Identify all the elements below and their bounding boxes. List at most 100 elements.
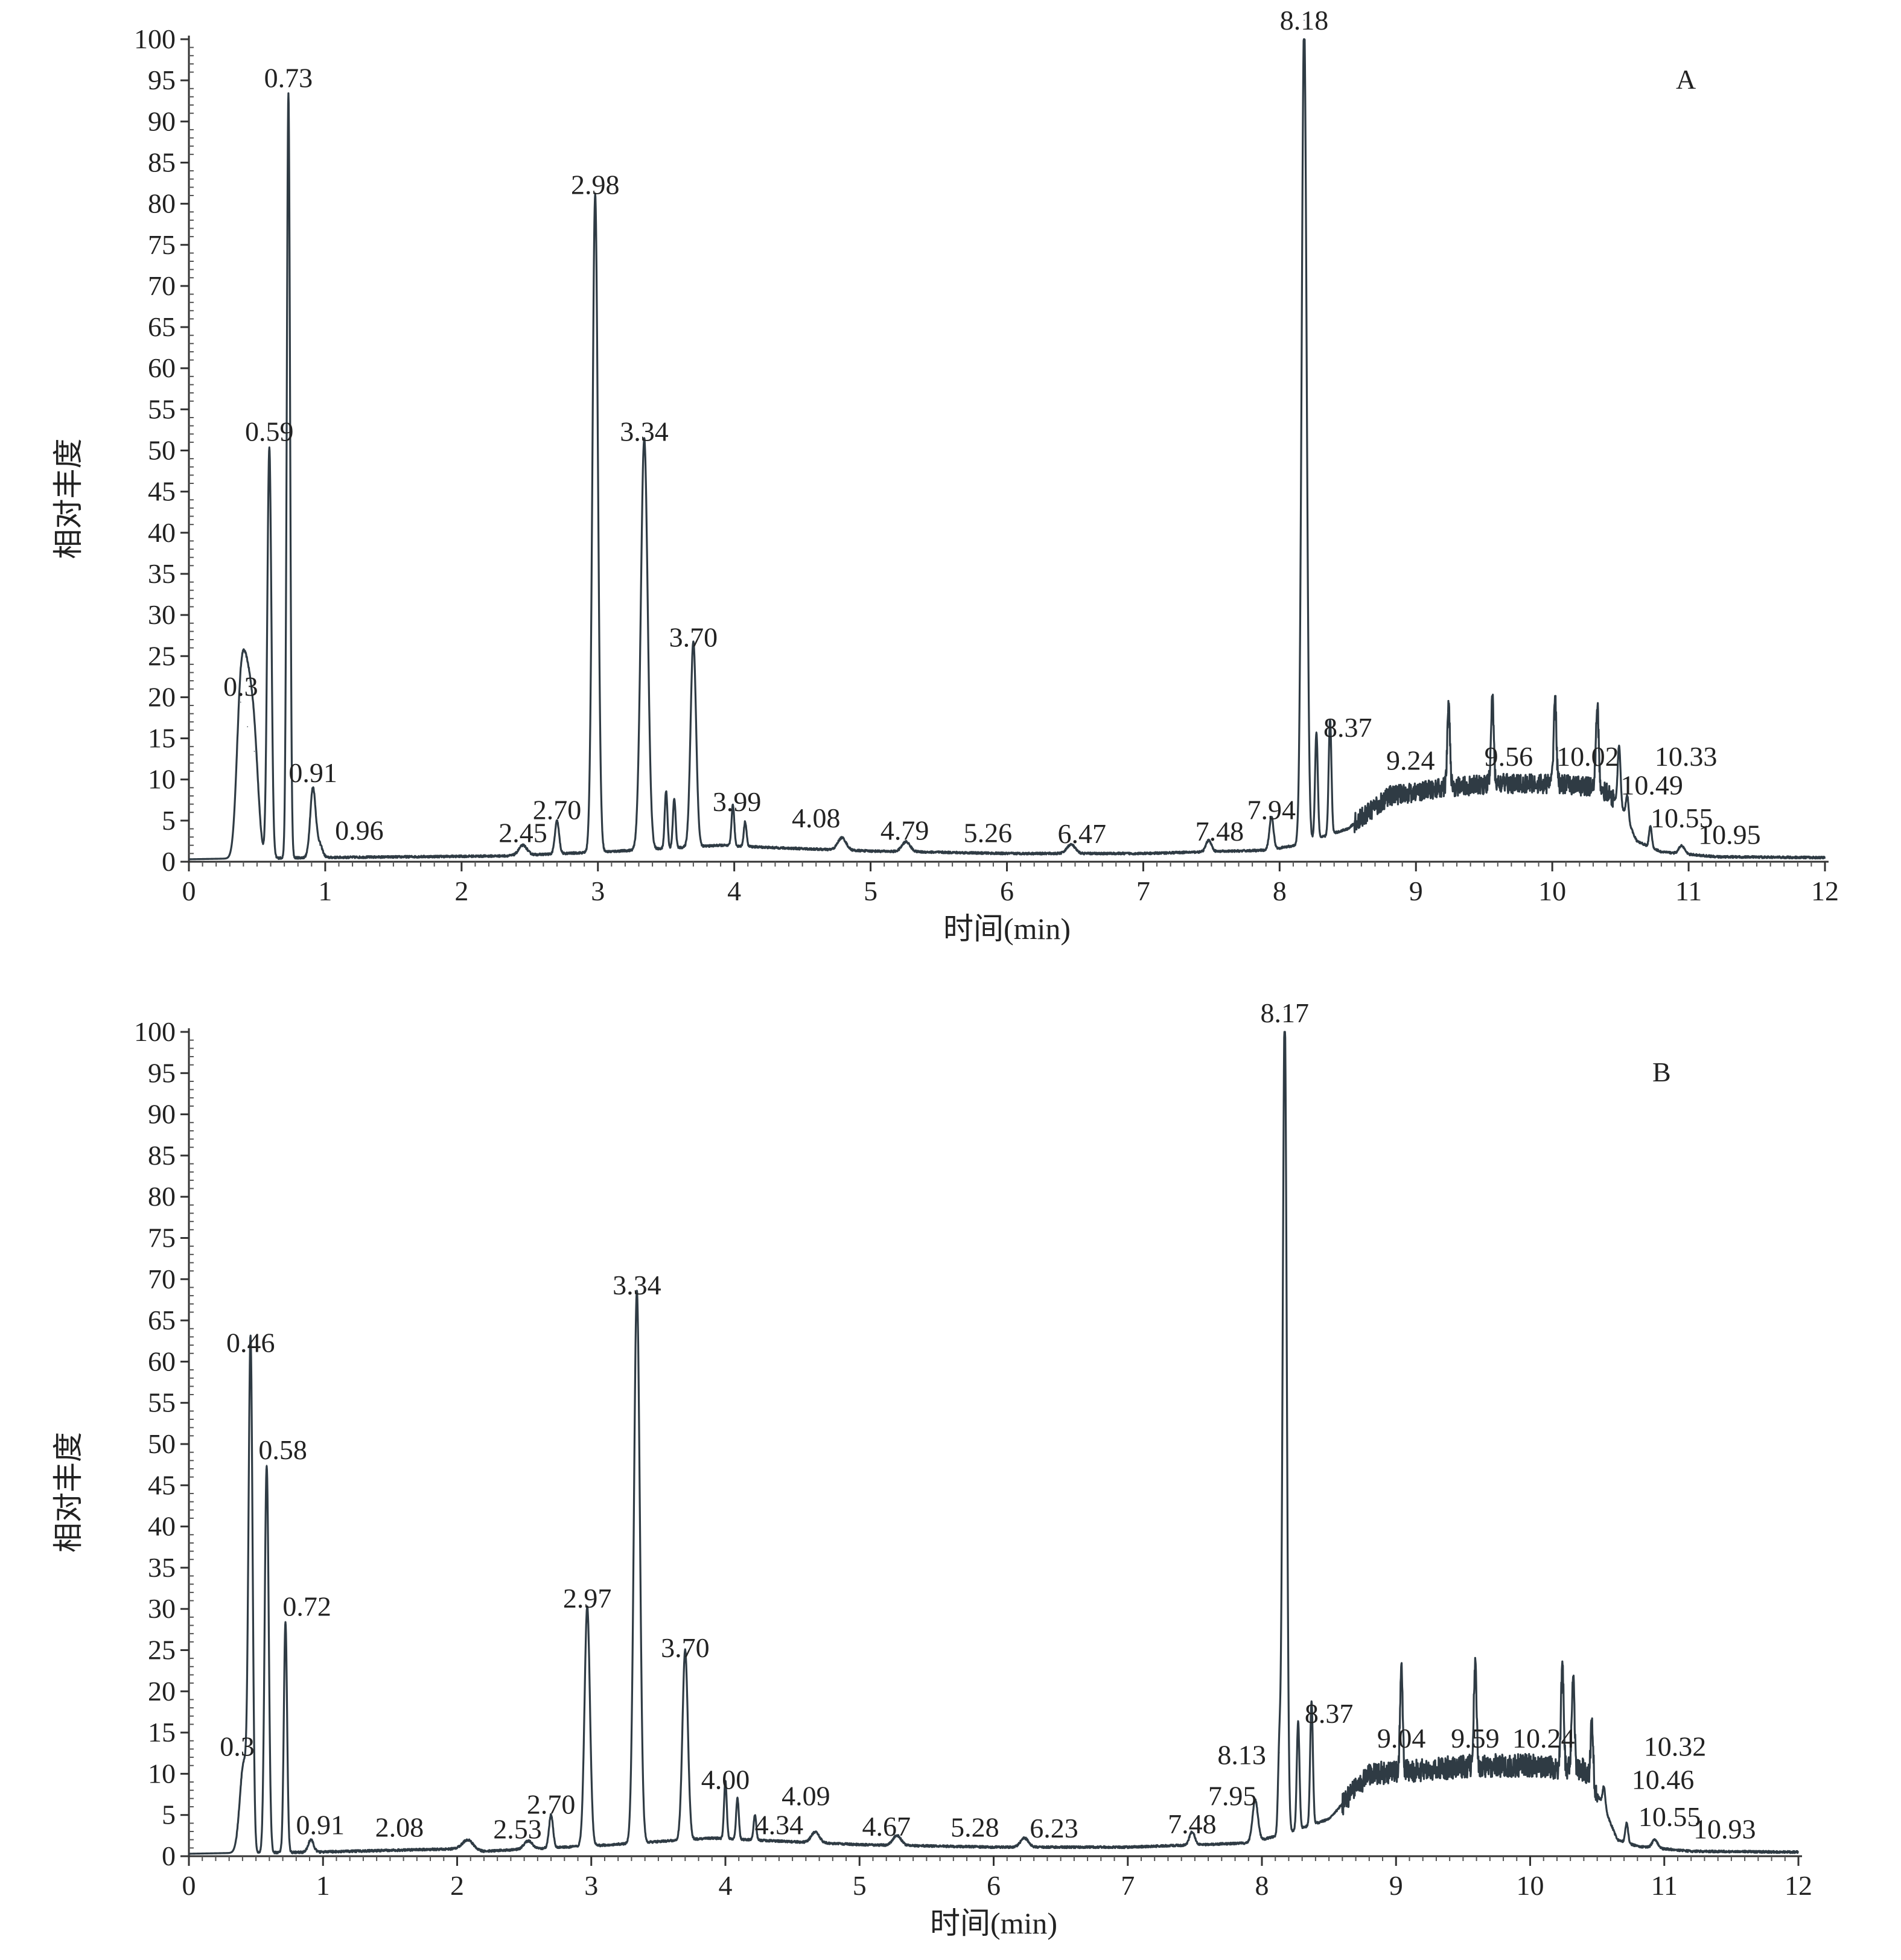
x-tick-label: 10 [1538,876,1566,906]
y-tick-label: 95 [148,1057,176,1088]
y-tick-label: 85 [148,147,176,177]
peak-label: 3.70 [661,1632,710,1663]
peak-label: 9.04 [1377,1723,1426,1754]
peak-label: 5.28 [950,1812,999,1843]
peak-marker [1191,1831,1193,1833]
y-tick-label: 100 [134,1016,176,1047]
peak-label: 0.91 [296,1810,345,1841]
y-tick-label: 0 [162,846,176,877]
peak-label: 10.95 [1698,819,1761,850]
peak-marker [684,1649,686,1651]
peak-marker [1603,1786,1605,1787]
peak-marker [636,1290,638,1291]
y-tick-label: 100 [134,24,176,54]
peak-marker [1626,1821,1628,1823]
x-tick-label: 1 [316,1870,330,1901]
peak-marker [754,1815,756,1816]
peak-marker [1562,1664,1563,1666]
x-tick-label: 4 [719,1870,733,1901]
y-tick-label: 75 [148,1223,176,1253]
peak-label: 4.08 [792,803,841,833]
y-tick-label: 5 [162,1799,176,1830]
peak-label: 8.13 [1217,1739,1266,1770]
x-tick-label: 0 [182,876,196,906]
peak-marker [266,1465,267,1466]
x-tick-label: 9 [1389,1870,1403,1901]
x-tick-label: 11 [1675,876,1702,906]
peak-marker [1298,1721,1299,1723]
peak-marker [594,194,596,195]
peak-marker [288,92,289,94]
peak-label: 10.32 [1644,1731,1707,1762]
peak-marker [841,837,842,839]
peak-label: 4.67 [862,1811,911,1842]
y-tick-label: 85 [148,1140,176,1171]
y-tick-label: 30 [148,599,176,630]
y-tick-label: 55 [148,1387,176,1418]
x-tick-label: 8 [1255,1870,1269,1901]
y-tick-label: 20 [148,681,176,712]
peak-marker [1270,816,1272,817]
panel-label: B [1652,1057,1671,1087]
peak-label: 10.55 [1651,803,1713,833]
y-tick-label: 40 [148,517,176,548]
y-tick-label: 45 [148,1469,176,1500]
peak-label: 3.99 [713,786,762,817]
peak-label: 2.08 [375,1812,424,1843]
y-tick-label: 50 [148,1428,176,1459]
peak-marker [1070,844,1072,845]
peak-marker [725,1780,726,1782]
peak-marker [693,640,694,642]
peak-marker [1316,731,1317,733]
y-tick-label: 90 [148,1099,176,1130]
peak-label: 8.37 [1323,712,1372,743]
peak-marker [240,701,241,703]
peak-marker [732,804,734,806]
x-tick-label: 6 [987,1870,1001,1901]
peak-label: 2.70 [533,794,582,825]
peak-marker [285,1621,286,1623]
y-tick-label: 35 [148,558,176,589]
peak-label: 7.94 [1247,794,1296,825]
peak-marker [1448,704,1450,706]
peak-marker [1024,1838,1025,1839]
peak-label: 8.17 [1261,998,1310,1028]
peak-marker [665,790,667,792]
peak-marker [1304,19,1305,21]
peak-marker [269,446,270,448]
peak-label: 10.24 [1512,1723,1575,1754]
x-tick-label: 0 [182,1870,196,1901]
peak-marker [319,844,320,846]
peak-marker [522,844,524,846]
y-tick-label: 90 [148,106,176,136]
peak-marker [1626,794,1628,796]
peak-marker [556,820,558,822]
peak-marker [312,787,314,789]
peak-marker [815,1831,816,1833]
peak-marker [1311,1701,1313,1702]
y-tick-label: 60 [148,1346,176,1376]
peak-label: 4.34 [755,1810,804,1841]
y-tick-label: 25 [148,640,176,671]
x-tick-label: 7 [1136,876,1150,906]
y-tick-label: 0 [162,1841,176,1871]
peak-label: 10.55 [1638,1801,1701,1832]
y-tick-label: 10 [148,764,176,795]
peak-label: 6.23 [1030,1813,1078,1844]
y-tick-label: 80 [148,1181,176,1212]
y-tick-label: 30 [148,1593,176,1624]
peak-label: 0.3 [220,1731,255,1762]
peak-label: 0.3 [223,671,258,702]
peak-label: 8.37 [1305,1698,1354,1729]
chromatogram-trace [188,38,1826,861]
y-tick-label: 50 [148,435,176,466]
x-tick-label: 2 [454,876,468,906]
y-tick-label: 55 [148,393,176,424]
x-axis-title: 时间(min) [930,1906,1057,1940]
y-tick-label: 60 [148,352,176,383]
peak-marker [250,1357,252,1359]
x-tick-label: 2 [450,1870,464,1901]
x-tick-label: 10 [1517,1870,1544,1901]
y-tick-label: 35 [148,1552,176,1583]
peak-label: 10.49 [1620,770,1683,801]
